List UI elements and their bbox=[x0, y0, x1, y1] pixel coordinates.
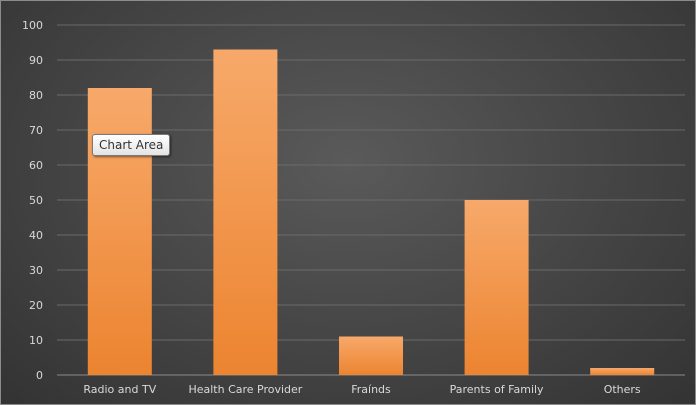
x-category-label: Radio and TV bbox=[83, 383, 156, 396]
gridlines bbox=[57, 24, 685, 376]
y-tick-label: 40 bbox=[29, 229, 43, 242]
bar-parents-of-family[interactable] bbox=[464, 200, 529, 375]
bar-radio-and-tv[interactable] bbox=[87, 88, 152, 375]
y-axis: 0 10 20 30 40 50 60 70 80 90 100 bbox=[22, 19, 43, 382]
y-tick-label: 70 bbox=[29, 124, 43, 137]
y-tick-label: 20 bbox=[29, 299, 43, 312]
bar-others[interactable] bbox=[590, 368, 655, 375]
x-category-label: Others bbox=[604, 383, 641, 396]
x-category-label: Fraínds bbox=[351, 383, 391, 396]
chart-area-tooltip: Chart Area bbox=[92, 134, 171, 156]
x-category-label: Health Care Provider bbox=[188, 383, 302, 396]
bar-health-care-provider[interactable] bbox=[213, 49, 278, 376]
y-tick-label: 0 bbox=[36, 369, 43, 382]
x-axis: Radio and TV Health Care Provider Fraínds P… bbox=[83, 383, 641, 396]
x-category-label: Parents of Family bbox=[450, 383, 544, 396]
y-tick-label: 100 bbox=[22, 19, 43, 32]
bar-fra-nds[interactable] bbox=[339, 336, 403, 376]
y-tick-label: 50 bbox=[29, 194, 43, 207]
y-tick-label: 80 bbox=[29, 89, 43, 102]
bars bbox=[87, 49, 655, 376]
y-tick-label: 10 bbox=[29, 334, 43, 347]
y-tick-label: 60 bbox=[29, 159, 43, 172]
y-tick-label: 30 bbox=[29, 264, 43, 277]
y-tick-label: 90 bbox=[29, 54, 43, 67]
